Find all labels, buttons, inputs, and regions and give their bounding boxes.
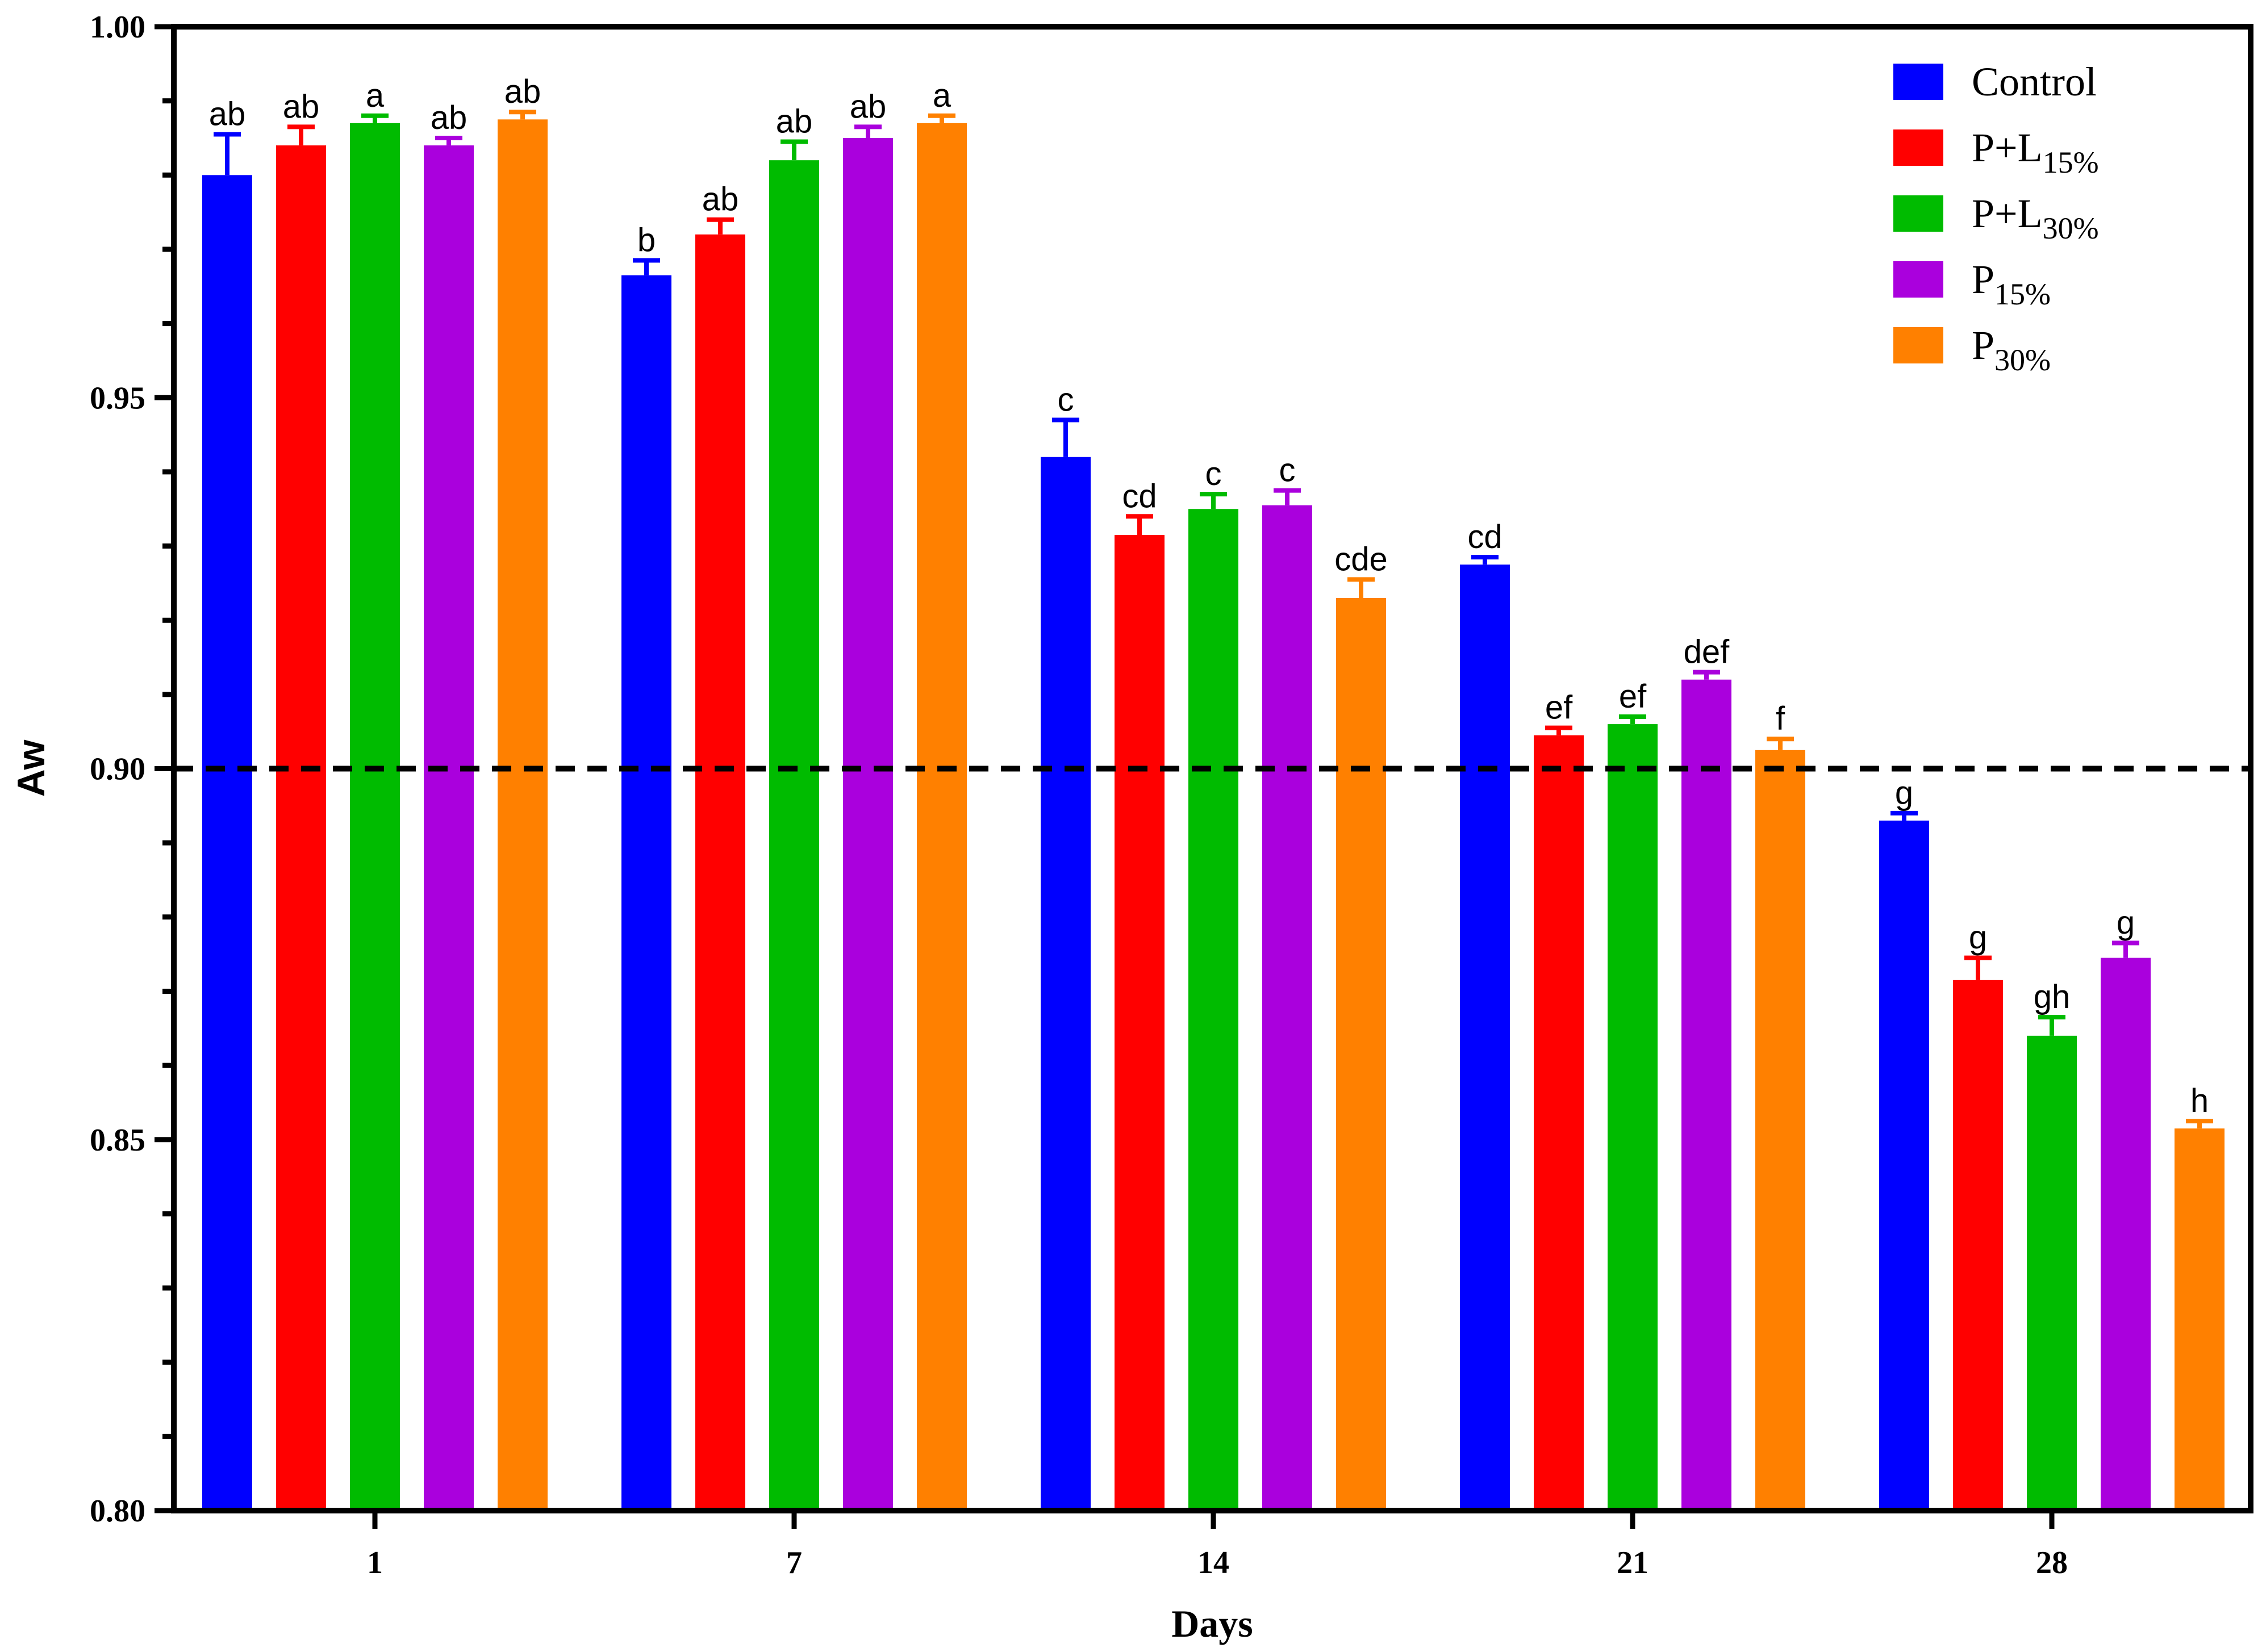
significance-label: f (1776, 700, 1785, 737)
legend-label: P30% (1972, 323, 2051, 377)
significance-label: ef (1619, 678, 1647, 715)
significance-label: ab (702, 181, 739, 218)
bar-p15-day14 (1262, 505, 1312, 1511)
significance-label: ab (776, 103, 813, 140)
significance-label: cd (1122, 478, 1157, 515)
bar-p30-day28 (2175, 1128, 2225, 1511)
legend-swatch (1893, 327, 1943, 363)
y-axis-title: Aw (10, 739, 53, 797)
x-tick-label: 7 (786, 1545, 802, 1580)
x-tick-label: 14 (1197, 1545, 1229, 1580)
significance-label: def (1684, 634, 1730, 671)
bar-pl30-day14 (1188, 509, 1238, 1511)
x-axis-title: Days (1171, 1602, 1253, 1645)
bar-pl15-day14 (1115, 534, 1165, 1511)
bar-pl30-day1 (350, 123, 400, 1511)
bar-p30-day7 (917, 123, 967, 1511)
significance-label: b (637, 222, 656, 259)
significance-label: ab (504, 73, 541, 110)
bar-pl30-day7 (769, 160, 819, 1511)
significance-label: a (366, 77, 385, 114)
y-axis-ticks: 0.80 0.85 0.90 0.95 1.00 (90, 10, 174, 1529)
significance-label: ab (209, 95, 246, 132)
bar-p30-day14 (1336, 598, 1386, 1511)
y-tick-label: 0.90 (90, 752, 145, 787)
x-tick-label: 28 (2036, 1545, 2068, 1580)
significance-label: ab (283, 88, 320, 125)
legend-swatch (1893, 129, 1943, 166)
bar-pl15-day7 (695, 234, 745, 1511)
y-tick-label: 1.00 (90, 10, 145, 45)
significance-label: c (1058, 381, 1074, 418)
bar-p15-day28 (2101, 957, 2151, 1511)
significance-label: ab (431, 99, 468, 136)
legend-swatch (1893, 261, 1943, 298)
significance-label: g (1895, 775, 1913, 812)
bar-p15-day1 (424, 145, 474, 1511)
bar-control-day21 (1460, 564, 1510, 1511)
bar-pl30-day28 (2027, 1035, 2077, 1511)
y-tick-label: 0.80 (90, 1494, 145, 1529)
legend-label: P15% (1972, 257, 2051, 311)
bar-control-day1 (202, 175, 252, 1511)
bar-control-day14 (1041, 457, 1091, 1511)
significance-label: a (933, 77, 951, 114)
legend-swatch (1893, 195, 1943, 232)
bar-control-day7 (621, 275, 671, 1511)
legend-swatch (1893, 64, 1943, 100)
bars-layer (202, 119, 2225, 1511)
significance-label: g (1969, 919, 1987, 956)
significance-label: cde (1334, 541, 1388, 578)
significance-label: gh (2034, 978, 2071, 1015)
y-tick-label: 0.85 (90, 1123, 145, 1158)
bar-p15-day21 (1681, 679, 1731, 1511)
bar-pl30-day21 (1608, 724, 1658, 1511)
x-tick-label: 21 (1617, 1545, 1648, 1580)
bar-pl15-day1 (276, 145, 326, 1511)
legend-label: Control (1972, 59, 2097, 104)
significance-label: c (1205, 455, 1222, 492)
x-tick-label: 1 (367, 1545, 383, 1580)
bar-p30-day1 (498, 119, 548, 1511)
bar-pl15-day21 (1534, 735, 1584, 1511)
legend-label: P+L30% (1972, 191, 2099, 245)
bar-control-day28 (1879, 820, 1929, 1511)
error-bars-layer (214, 110, 2213, 1129)
bar-p15-day7 (843, 137, 893, 1511)
bar-p30-day21 (1755, 750, 1805, 1511)
significance-label: h (2190, 1082, 2209, 1119)
y-tick-label: 0.95 (90, 380, 145, 416)
legend: Control P+L15% P+L30% P15% P30% (1893, 59, 2099, 377)
significance-label: c (1279, 452, 1296, 489)
x-axis-ticks: 1 7 14 21 28 (367, 1511, 2068, 1580)
legend-label: P+L15% (1972, 125, 2099, 179)
significance-label: ab (850, 88, 887, 125)
significance-label: g (2117, 905, 2135, 942)
bar-pl15-day28 (1953, 980, 2003, 1511)
significance-label: cd (1467, 518, 1502, 555)
significance-label: ef (1545, 689, 1573, 726)
